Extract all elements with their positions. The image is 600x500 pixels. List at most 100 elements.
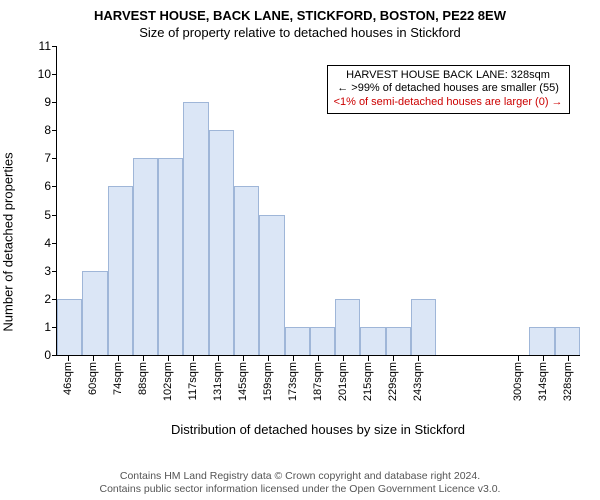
x-tick: 229sqm bbox=[380, 356, 405, 420]
chart-area: HARVEST HOUSE BACK LANE: 328sqm ← >99% o… bbox=[56, 46, 580, 356]
x-tick-label: 300sqm bbox=[512, 362, 524, 401]
histogram-bar bbox=[57, 299, 82, 355]
x-tick-label: 243sqm bbox=[412, 362, 424, 401]
x-tick bbox=[455, 356, 480, 420]
x-tick-mark bbox=[368, 356, 369, 361]
annotation-line-1: HARVEST HOUSE BACK LANE: 328sqm bbox=[334, 69, 563, 83]
y-tick-mark bbox=[52, 46, 57, 47]
x-tick: 215sqm bbox=[355, 356, 380, 420]
x-tick-label: 215sqm bbox=[362, 362, 374, 401]
x-tick-label: 145sqm bbox=[237, 362, 249, 401]
histogram-bar bbox=[529, 327, 554, 355]
x-tick: 314sqm bbox=[530, 356, 555, 420]
x-tick: 131sqm bbox=[206, 356, 231, 420]
y-tick-mark bbox=[52, 243, 57, 244]
x-tick: 173sqm bbox=[281, 356, 306, 420]
x-tick-label: 201sqm bbox=[337, 362, 349, 401]
x-tick-label: 159sqm bbox=[262, 362, 274, 401]
y-tick-mark bbox=[52, 158, 57, 159]
histogram-bar bbox=[234, 186, 259, 355]
histogram-bar bbox=[310, 327, 335, 355]
attribution: Contains HM Land Registry data © Crown c… bbox=[0, 470, 600, 496]
x-tick-label: 314sqm bbox=[537, 362, 549, 401]
attribution-line-1: Contains HM Land Registry data © Crown c… bbox=[0, 470, 600, 483]
x-tick: 201sqm bbox=[330, 356, 355, 420]
y-tick-mark bbox=[52, 74, 57, 75]
x-tick-mark bbox=[393, 356, 394, 361]
x-tick: 102sqm bbox=[156, 356, 181, 420]
x-tick-mark bbox=[318, 356, 319, 361]
annotation-line-2: ← >99% of detached houses are smaller (5… bbox=[334, 82, 563, 96]
x-tick-mark bbox=[68, 356, 69, 361]
annotation-box: HARVEST HOUSE BACK LANE: 328sqm ← >99% o… bbox=[327, 65, 570, 114]
x-tick: 46sqm bbox=[56, 356, 81, 420]
chart-body: HARVEST HOUSE BACK LANE: 328sqm ← >99% o… bbox=[56, 46, 580, 437]
y-tick-mark bbox=[52, 327, 57, 328]
x-tick-label: 131sqm bbox=[212, 362, 224, 401]
histogram-bar bbox=[285, 327, 310, 355]
x-tick: 60sqm bbox=[81, 356, 106, 420]
x-tick-label: 102sqm bbox=[162, 362, 174, 401]
x-tick-mark bbox=[243, 356, 244, 361]
histogram-bar bbox=[360, 327, 385, 355]
x-tick-mark bbox=[193, 356, 194, 361]
histogram-bar bbox=[108, 186, 133, 355]
x-tick-mark bbox=[118, 356, 119, 361]
x-tick: 145sqm bbox=[231, 356, 256, 420]
histogram-bar bbox=[82, 271, 107, 355]
histogram-bar bbox=[386, 327, 411, 355]
y-axis-label: Number of detached properties bbox=[1, 152, 16, 331]
x-tick-label: 46sqm bbox=[62, 362, 74, 395]
x-tick: 328sqm bbox=[555, 356, 580, 420]
x-tick-label: 173sqm bbox=[287, 362, 299, 401]
x-tick: 159sqm bbox=[256, 356, 281, 420]
x-tick-mark bbox=[568, 356, 569, 361]
chart-title: HARVEST HOUSE, BACK LANE, STICKFORD, BOS… bbox=[14, 8, 586, 23]
x-tick bbox=[430, 356, 455, 420]
x-tick-label: 74sqm bbox=[112, 362, 124, 395]
histogram-bar bbox=[555, 327, 580, 355]
histogram-bar bbox=[259, 215, 284, 355]
figure-container: HARVEST HOUSE, BACK LANE, STICKFORD, BOS… bbox=[0, 0, 600, 500]
x-tick-mark bbox=[143, 356, 144, 361]
histogram-bar bbox=[133, 158, 158, 355]
x-tick-mark bbox=[93, 356, 94, 361]
x-tick-label: 117sqm bbox=[187, 362, 199, 400]
x-tick-label: 328sqm bbox=[562, 362, 574, 401]
x-tick-label: 88sqm bbox=[137, 362, 149, 395]
x-axis-label: Distribution of detached houses by size … bbox=[56, 422, 580, 437]
y-tick-mark bbox=[52, 130, 57, 131]
histogram-bar bbox=[158, 158, 183, 355]
y-tick-mark bbox=[52, 299, 57, 300]
attribution-line-2: Contains public sector information licen… bbox=[0, 483, 600, 496]
x-tick: 243sqm bbox=[405, 356, 430, 420]
x-tick-label: 229sqm bbox=[387, 362, 399, 401]
annotation-line-3: <1% of semi-detached houses are larger (… bbox=[334, 96, 563, 110]
histogram-bar bbox=[335, 299, 360, 355]
x-tick: 88sqm bbox=[131, 356, 156, 420]
x-tick-label: 60sqm bbox=[87, 362, 99, 395]
x-tick-mark bbox=[218, 356, 219, 361]
y-tick-mark bbox=[52, 102, 57, 103]
x-ticks-group: 46sqm 60sqm 74sqm 88sqm 102sqm 117sqm 131sqm 14… bbox=[56, 356, 580, 420]
x-tick-mark bbox=[518, 356, 519, 361]
y-tick-mark bbox=[52, 186, 57, 187]
chart-subtitle: Size of property relative to detached ho… bbox=[14, 25, 586, 40]
y-tick-mark bbox=[52, 215, 57, 216]
x-tick-mark bbox=[293, 356, 294, 361]
plot-zone: Number of detached properties HARVEST HO… bbox=[14, 46, 586, 437]
x-tick-mark bbox=[418, 356, 419, 361]
x-tick-label: 187sqm bbox=[312, 362, 324, 401]
histogram-bar bbox=[209, 130, 234, 355]
x-tick-mark bbox=[343, 356, 344, 361]
x-tick-mark bbox=[168, 356, 169, 361]
x-tick: 74sqm bbox=[106, 356, 131, 420]
x-tick: 300sqm bbox=[505, 356, 530, 420]
x-tick-mark bbox=[268, 356, 269, 361]
x-tick: 187sqm bbox=[306, 356, 331, 420]
histogram-bar bbox=[183, 102, 208, 355]
histogram-bar bbox=[411, 299, 436, 355]
x-tick: 117sqm bbox=[181, 356, 206, 420]
x-tick bbox=[480, 356, 505, 420]
x-tick-mark bbox=[543, 356, 544, 361]
